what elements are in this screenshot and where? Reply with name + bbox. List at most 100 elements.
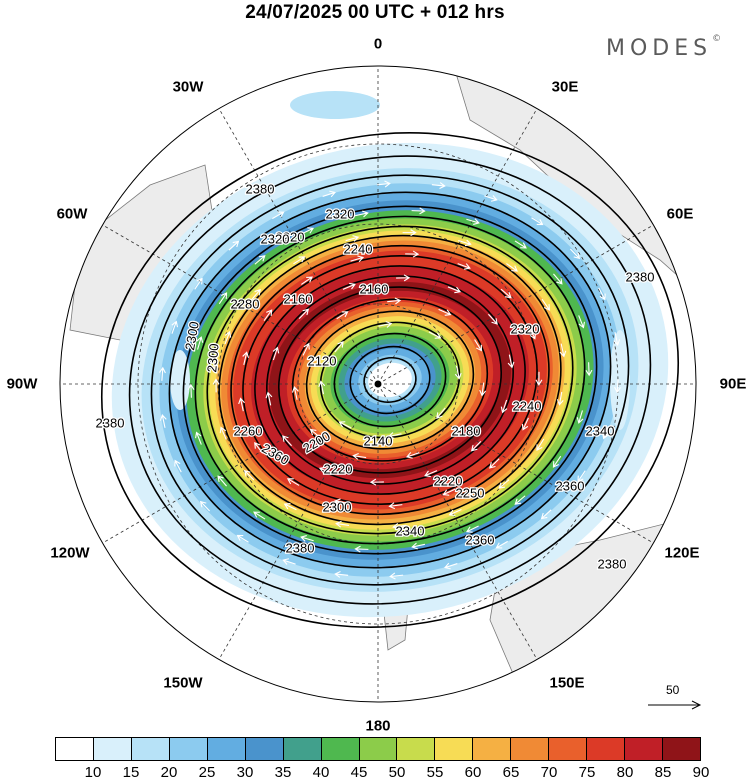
longitude-label: 30W	[172, 78, 204, 96]
longitude-label: 120W	[50, 544, 90, 562]
wind-arrow	[336, 311, 349, 320]
height-contour	[100, 132, 680, 628]
colorbar-tick-label: 70	[540, 764, 558, 781]
wind-arrow	[334, 498, 348, 506]
wind-arrow	[514, 240, 527, 249]
map-title: 24/07/2025 00 UTC + 012 hrs	[245, 2, 505, 23]
longitude-label: 90E	[719, 375, 747, 393]
colorbar-box	[511, 738, 550, 760]
wind-arrow	[174, 459, 182, 473]
contour-label: 2220	[434, 473, 463, 488]
map-border	[59, 65, 697, 703]
wind-arrow	[302, 342, 310, 356]
longitude-label: 60W	[56, 205, 88, 223]
meridian-line	[377, 383, 654, 544]
wind-arrow	[536, 438, 545, 452]
height-contour	[168, 191, 612, 569]
colorbar-box	[207, 738, 246, 760]
wind-arrow	[354, 545, 369, 553]
wind-arrow	[484, 195, 498, 202]
longitude-label: 90W	[6, 375, 38, 393]
wind-arrow	[272, 211, 285, 220]
wind-arrow	[411, 542, 426, 550]
wind-arrow	[282, 435, 293, 447]
height-contour	[266, 275, 514, 485]
wind-arrow	[405, 452, 420, 459]
wind-arrow	[243, 470, 255, 481]
colorbar-box	[245, 738, 284, 760]
wind-arrow	[378, 321, 393, 328]
contour-label: 2240	[344, 241, 373, 256]
wind-arrow	[585, 362, 593, 377]
wind-arrow	[431, 182, 446, 189]
contour-label: 2320	[261, 231, 290, 246]
wind-arrow	[224, 330, 232, 345]
colorbar-tick-label: 75	[578, 764, 596, 781]
wind-arrow	[470, 441, 482, 452]
wind-arrow	[535, 371, 543, 386]
contour-label: 2120	[308, 353, 337, 368]
contour-label: 2300	[182, 320, 202, 351]
contour-label: 2180	[452, 423, 481, 438]
contour-label: 2260	[234, 423, 263, 438]
wind-arrow	[254, 442, 264, 454]
height-contour	[218, 234, 562, 526]
height-contour	[230, 244, 550, 516]
wind-arrow	[369, 478, 384, 486]
height-contour	[194, 215, 586, 545]
wind-arrow	[217, 475, 227, 487]
colorbar-tick-label: 45	[350, 764, 368, 781]
wind-arrow	[251, 288, 261, 300]
wind-arrow	[438, 308, 452, 316]
wind-arrow	[293, 256, 306, 265]
wind-arrow	[396, 274, 411, 282]
colorbar-tick-label: 55	[426, 764, 444, 781]
map-disc	[60, 66, 696, 702]
wind-arrow	[443, 562, 458, 570]
height-contour	[319, 321, 461, 439]
wind-arrow	[318, 466, 333, 474]
wind-arrow	[514, 495, 526, 505]
contour-label: 2300	[323, 499, 352, 514]
wind-arrow	[541, 298, 550, 311]
wind-arrow	[553, 273, 563, 285]
wind-arrow	[338, 421, 352, 429]
wind-arrow	[345, 235, 360, 242]
wind-arrow	[614, 379, 621, 394]
wind-patch	[290, 91, 380, 119]
wind-arrow	[411, 207, 426, 215]
wind-patch	[170, 350, 190, 410]
height-contour	[242, 255, 538, 505]
colorbar-tick-label: 10	[84, 764, 102, 781]
wind-arrow	[436, 407, 446, 419]
contour-label: 2380	[598, 556, 627, 571]
contour-label: 2380	[286, 540, 315, 555]
wind-arrow	[265, 391, 273, 406]
wind-arrow	[300, 535, 314, 542]
wind-arrow	[286, 478, 300, 486]
colorbar-box	[93, 738, 132, 760]
wind-arrow	[598, 287, 606, 301]
wind-arrow	[495, 540, 508, 549]
height-contour	[333, 332, 447, 428]
wind-arrow	[335, 520, 350, 528]
wind-arrow	[253, 511, 266, 520]
height-contour	[150, 174, 630, 586]
height-contour	[305, 310, 475, 450]
wind-arrow	[448, 509, 462, 517]
brand-mark: ©	[712, 34, 722, 44]
height-contour	[182, 205, 598, 555]
wind-vectors	[159, 180, 621, 580]
longitude-label: 60E	[666, 205, 694, 223]
wind-arrow	[218, 292, 228, 305]
contour-label: 2360	[556, 478, 585, 493]
wind-arrow	[171, 320, 179, 334]
height-contour	[363, 357, 417, 403]
wind-scale-label: 50	[666, 683, 680, 697]
wind-arrow	[442, 488, 456, 496]
wind-arrow	[322, 190, 337, 198]
wind-band	[368, 362, 412, 398]
wind-arrow	[159, 366, 166, 381]
wind-arrow	[291, 385, 299, 400]
